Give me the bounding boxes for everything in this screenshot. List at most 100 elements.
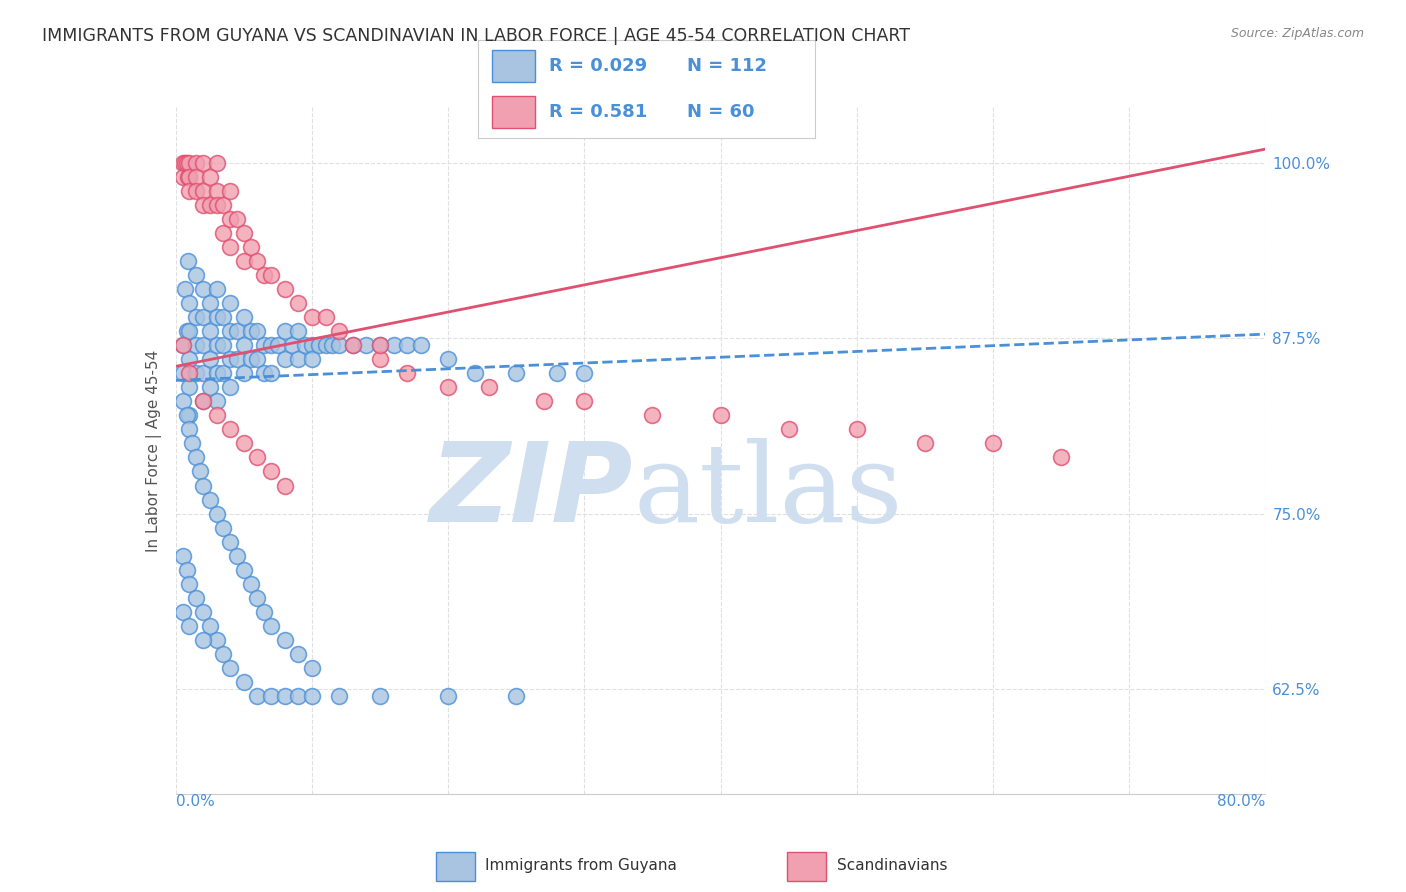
Point xyxy=(179,409,201,423)
Point xyxy=(280,338,302,352)
Point xyxy=(219,380,242,394)
Point xyxy=(321,338,343,352)
Point xyxy=(191,338,214,352)
Point xyxy=(219,661,242,675)
Point xyxy=(226,324,249,338)
Text: Source: ZipAtlas.com: Source: ZipAtlas.com xyxy=(1230,27,1364,40)
Point xyxy=(505,367,527,381)
Point xyxy=(315,338,337,352)
Point xyxy=(177,254,200,268)
Point xyxy=(179,324,201,338)
Point xyxy=(368,689,391,703)
Text: IMMIGRANTS FROM GUYANA VS SCANDINAVIAN IN LABOR FORCE | AGE 45-54 CORRELATION CH: IMMIGRANTS FROM GUYANA VS SCANDINAVIAN I… xyxy=(42,27,910,45)
Point xyxy=(267,338,290,352)
Point xyxy=(301,689,323,703)
Point xyxy=(239,324,262,338)
Point xyxy=(198,352,221,367)
Point xyxy=(179,422,201,436)
Point xyxy=(212,647,235,661)
Text: ZIP: ZIP xyxy=(430,438,633,545)
Point xyxy=(301,338,323,352)
Text: R = 0.029: R = 0.029 xyxy=(548,57,647,75)
Point xyxy=(246,689,269,703)
Point xyxy=(172,170,194,185)
Point xyxy=(232,338,254,352)
Point xyxy=(219,240,242,254)
Point xyxy=(328,689,350,703)
Point xyxy=(172,367,194,381)
Point xyxy=(172,338,194,352)
Point xyxy=(232,367,254,381)
Point xyxy=(188,465,211,479)
Point xyxy=(232,563,254,577)
Point xyxy=(172,549,194,563)
Text: atlas: atlas xyxy=(633,438,903,545)
Text: Immigrants from Guyana: Immigrants from Guyana xyxy=(485,858,676,872)
Point xyxy=(219,352,242,367)
Point xyxy=(437,380,460,394)
Point xyxy=(232,436,254,450)
Point xyxy=(260,618,283,632)
Point xyxy=(246,254,269,268)
Point xyxy=(186,268,208,283)
Point xyxy=(328,324,350,338)
FancyBboxPatch shape xyxy=(436,852,475,881)
Point xyxy=(226,549,249,563)
Point xyxy=(246,324,269,338)
Point xyxy=(342,338,364,352)
Point xyxy=(172,394,194,409)
Point xyxy=(198,170,221,185)
FancyBboxPatch shape xyxy=(492,50,536,82)
Point xyxy=(239,352,262,367)
Point xyxy=(191,156,214,170)
Point xyxy=(315,310,337,325)
Point xyxy=(191,478,214,492)
Point xyxy=(205,310,228,325)
Point xyxy=(205,338,228,352)
Point xyxy=(212,520,235,534)
Point xyxy=(710,409,733,423)
Point xyxy=(328,338,350,352)
Point xyxy=(198,618,221,632)
Point xyxy=(179,618,201,632)
Point xyxy=(274,352,297,367)
Point xyxy=(212,226,235,240)
Point xyxy=(845,422,868,436)
Point xyxy=(198,324,221,338)
Point xyxy=(205,632,228,647)
Point xyxy=(198,198,221,212)
Point xyxy=(179,170,201,185)
Point xyxy=(914,436,936,450)
Point xyxy=(219,296,242,310)
Point xyxy=(179,184,201,198)
Point xyxy=(274,689,297,703)
Point xyxy=(212,338,235,352)
Point xyxy=(232,674,254,689)
Point xyxy=(253,605,276,619)
Point xyxy=(172,605,194,619)
Point xyxy=(301,310,323,325)
Point xyxy=(287,352,309,367)
Point xyxy=(219,534,242,549)
Point xyxy=(219,212,242,227)
Text: N = 112: N = 112 xyxy=(688,57,768,75)
Point xyxy=(191,198,214,212)
Point xyxy=(239,240,262,254)
Point xyxy=(239,576,262,591)
Point xyxy=(219,422,242,436)
Point xyxy=(186,170,208,185)
Point xyxy=(533,394,555,409)
Point xyxy=(396,338,419,352)
Point xyxy=(246,591,269,605)
Point xyxy=(260,689,283,703)
Point xyxy=(191,394,214,409)
Point xyxy=(191,632,214,647)
Point xyxy=(212,198,235,212)
Point xyxy=(464,367,486,381)
Point xyxy=(253,338,276,352)
Point xyxy=(437,689,460,703)
Point xyxy=(368,352,391,367)
Point xyxy=(205,282,228,296)
Point xyxy=(179,352,201,367)
Point xyxy=(1050,450,1073,465)
